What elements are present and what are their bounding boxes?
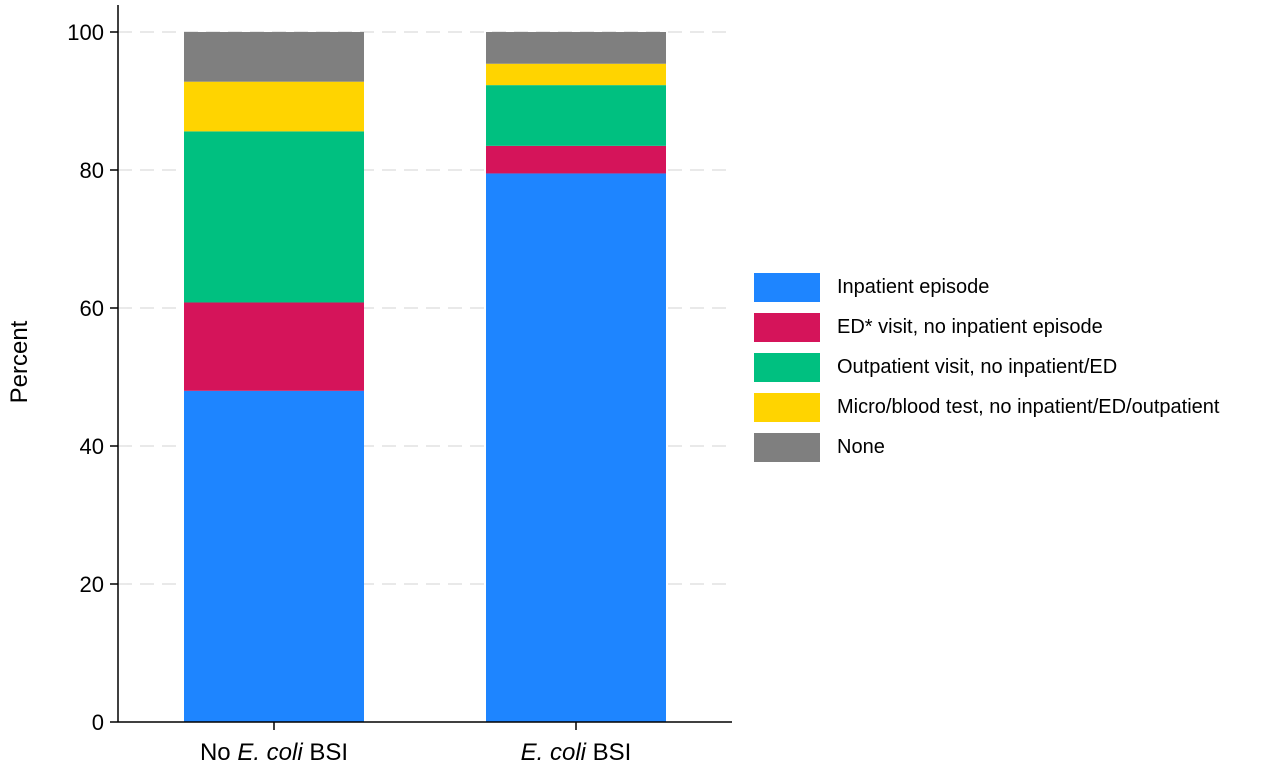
x-tick-labels: No E. coli BSI E. coli BSI	[200, 722, 631, 766]
y-tick-label: 20	[80, 572, 104, 597]
legend-item: ED* visit, no inpatient episode	[754, 307, 1219, 347]
y-tick-label: 80	[80, 158, 104, 183]
y-ticks: 0 20 40 60 80 100	[67, 20, 118, 735]
legend-label: ED* visit, no inpatient episode	[837, 315, 1103, 338]
axes	[117, 5, 732, 723]
bar-segment	[486, 32, 666, 64]
x-tick-label: E. coli BSI	[521, 739, 632, 766]
legend-swatch	[754, 392, 820, 422]
legend-label: Outpatient visit, no inpatient/ED	[837, 355, 1118, 378]
bar-segment	[184, 131, 364, 303]
bars	[184, 32, 666, 722]
legend-label: Inpatient episode	[837, 275, 990, 298]
bar-segment	[184, 390, 364, 722]
legend-item: None	[754, 427, 1219, 467]
y-tick-label: 0	[92, 710, 104, 735]
bar-segment	[486, 173, 666, 722]
legend-item: Micro/blood test, no inpatient/ED/outpat…	[754, 387, 1219, 427]
legend-item: Outpatient visit, no inpatient/ED	[754, 347, 1219, 387]
bar-segment	[184, 32, 364, 82]
x-tick-label: No E. coli BSI	[200, 739, 348, 766]
bar-segment	[486, 63, 666, 86]
legend-swatch	[754, 312, 820, 342]
y-tick-label: 40	[80, 434, 104, 459]
legend-label: Micro/blood test, no inpatient/ED/outpat…	[837, 395, 1220, 418]
bar-segment	[184, 302, 364, 391]
legend-swatch	[754, 432, 820, 462]
y-tick-label: 60	[80, 296, 104, 321]
y-axis-label: Percent	[6, 320, 33, 403]
bar-segment	[486, 145, 666, 174]
legend-item: Inpatient episode	[754, 267, 1219, 307]
legend-label: None	[837, 435, 885, 458]
legend-swatch	[754, 272, 820, 302]
bar-segment	[184, 81, 364, 132]
legend-swatch	[754, 352, 820, 382]
legend: Inpatient episode ED* visit, no inpatient…	[754, 267, 1219, 467]
bar-segment	[486, 85, 666, 146]
y-tick-label: 100	[67, 20, 104, 45]
